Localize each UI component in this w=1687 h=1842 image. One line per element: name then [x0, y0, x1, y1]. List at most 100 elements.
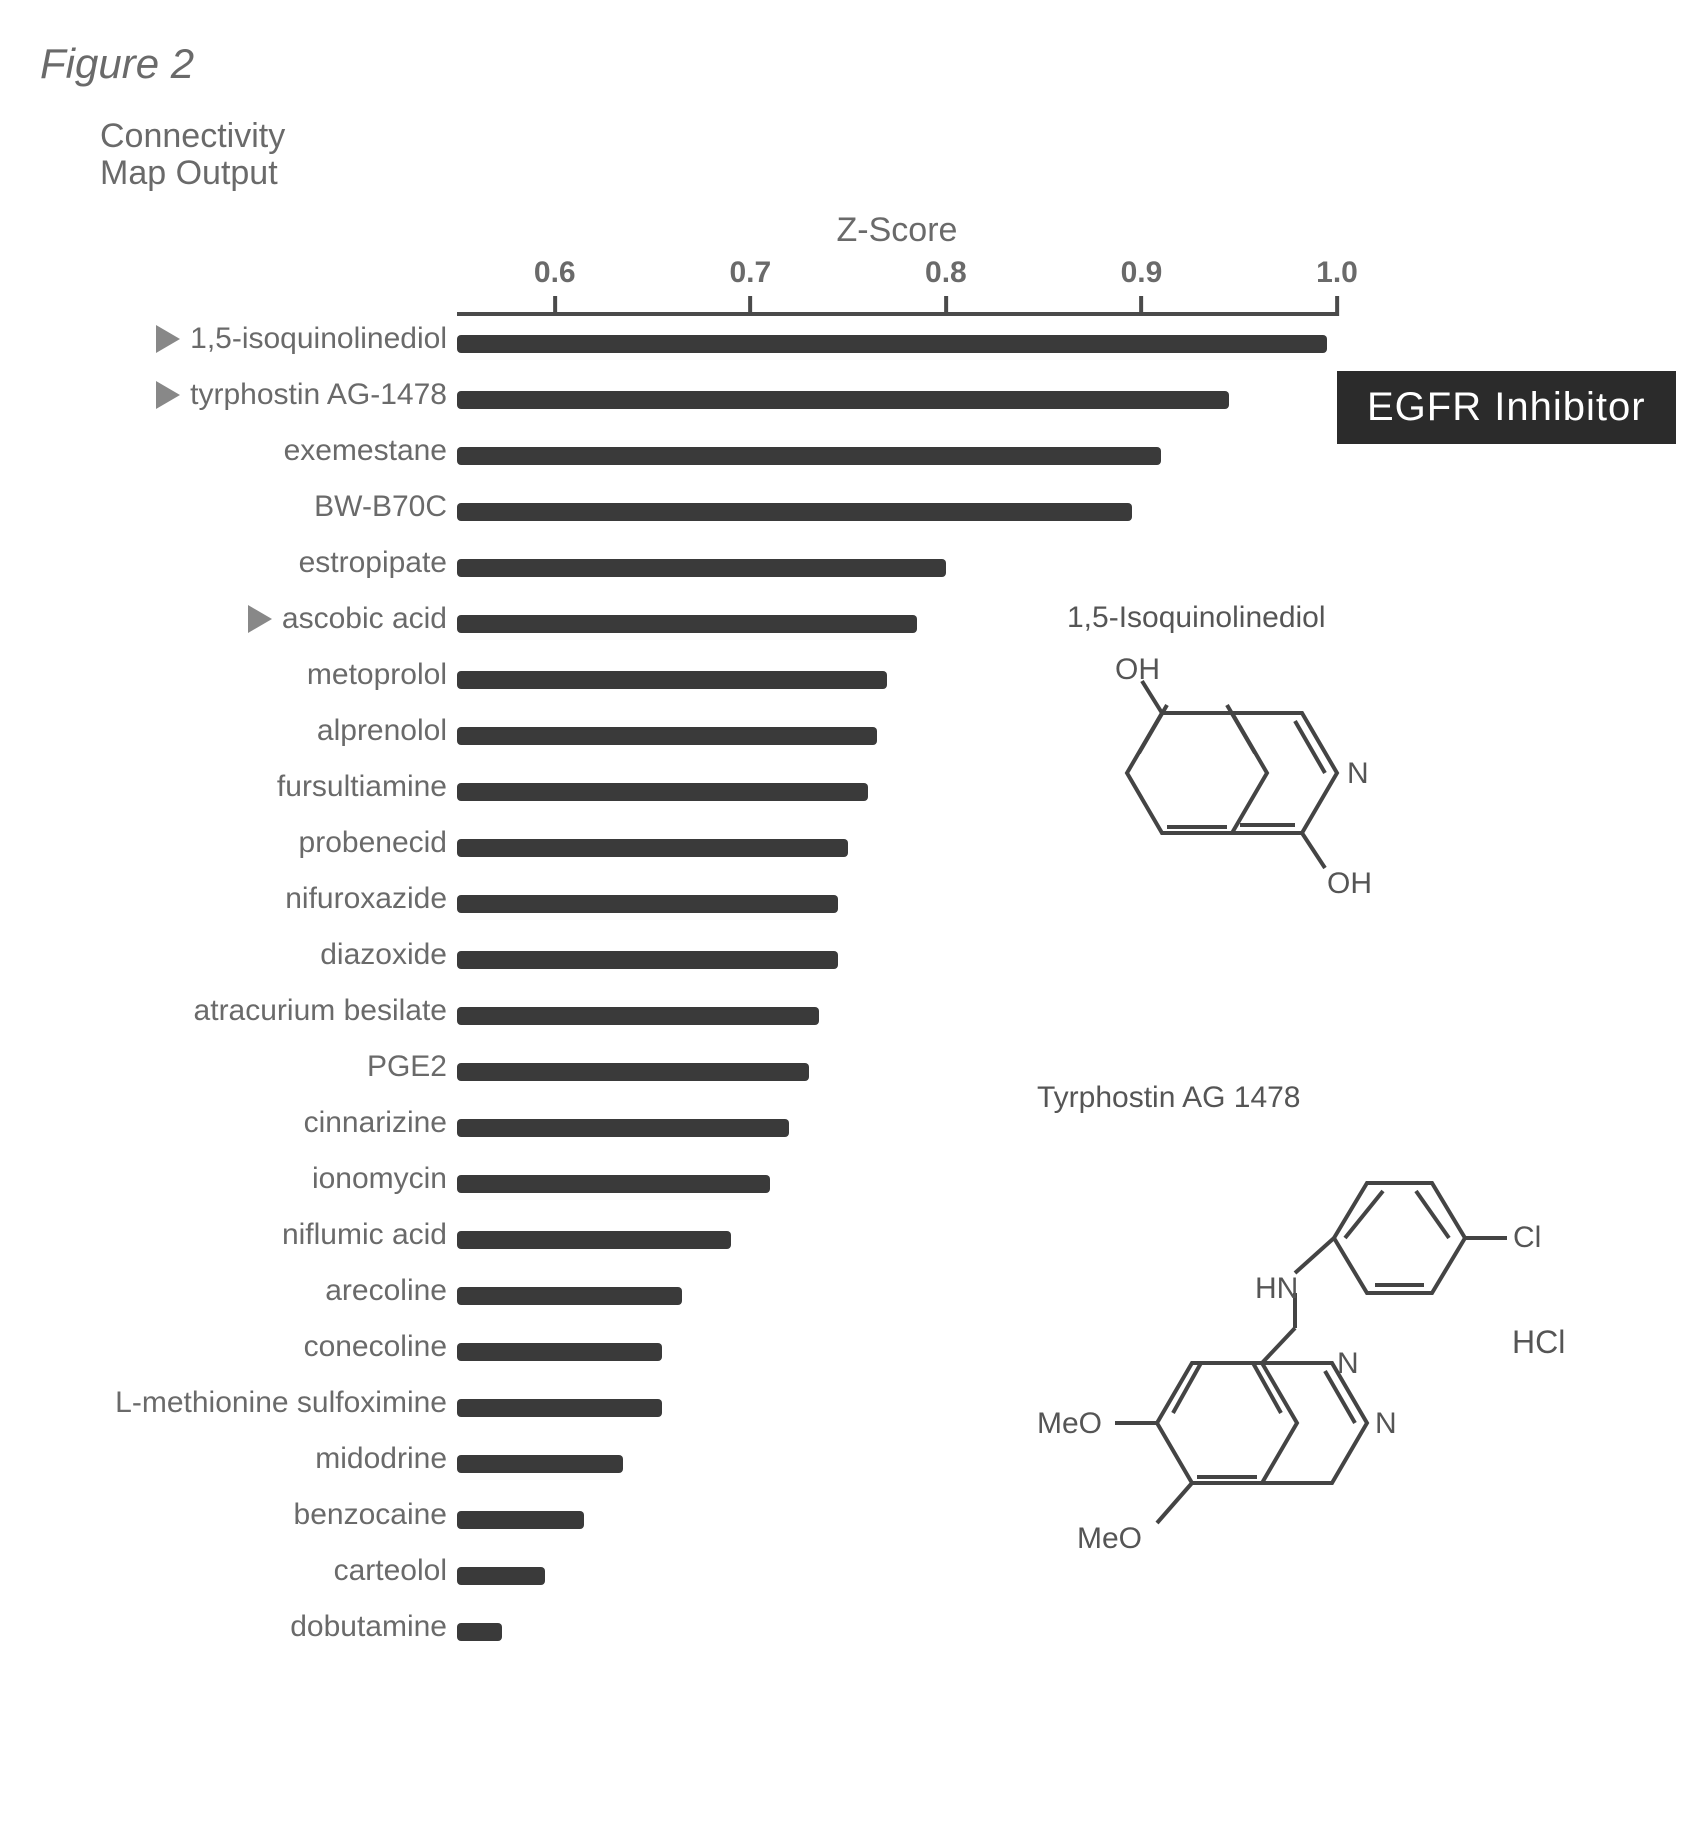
compound-label: benzocaine: [294, 1498, 447, 1532]
atom-label-hn: HN: [1255, 1272, 1298, 1305]
compound-row: tyrphostin AG-1478: [40, 367, 447, 423]
bar: [457, 671, 887, 689]
x-axis-tick: 0.7: [729, 256, 771, 316]
compound-row: atracurium besilate: [40, 983, 447, 1039]
compound-row: benzocaine: [40, 1487, 447, 1543]
x-axis-tick: 0.6: [534, 256, 576, 316]
compound-label: exemestane: [284, 434, 447, 468]
bar: [457, 1231, 731, 1249]
atom-label-oh: OH: [1327, 867, 1372, 900]
compound-label: tyrphostin AG-1478: [190, 378, 447, 412]
bar-row: [457, 372, 1337, 428]
compound-label: estropipate: [299, 546, 447, 580]
bar: [457, 783, 868, 801]
compound-row: diazoxide: [40, 927, 447, 983]
molecule-2-structure: Cl HN N N MeO MeO HCl: [1037, 1123, 1597, 1563]
bar: [457, 1567, 545, 1585]
molecule-isoquinolinediol: 1,5-Isoquinolinediol OH: [1067, 601, 1427, 903]
bar: [457, 1119, 789, 1137]
tick-label: 0.7: [729, 256, 771, 290]
bar: [457, 895, 838, 913]
tick-mark: [748, 296, 752, 316]
compound-row: niflumic acid: [40, 1207, 447, 1263]
atom-label-cl: Cl: [1513, 1221, 1541, 1254]
compound-label: fursultiamine: [277, 770, 447, 804]
compound-row: ascobic acid: [40, 591, 447, 647]
compound-label: metoprolol: [307, 658, 447, 692]
bar-row: [457, 932, 1337, 988]
bar: [457, 335, 1327, 353]
bar: [457, 839, 848, 857]
compound-row: conecoline: [40, 1319, 447, 1375]
compound-row: BW-B70C: [40, 479, 447, 535]
bar-row: [457, 484, 1337, 540]
compound-row: carteolol: [40, 1543, 447, 1599]
highlight-marker-icon: [156, 381, 180, 409]
compound-label: ionomycin: [312, 1162, 447, 1196]
atom-label-meo: MeO: [1077, 1522, 1142, 1555]
x-axis-tick: 0.9: [1121, 256, 1163, 316]
compound-label: ascobic acid: [282, 602, 447, 636]
bar: [457, 1175, 770, 1193]
bar: [457, 951, 838, 969]
compound-row: estropipate: [40, 535, 447, 591]
molecule-2-label: Tyrphostin AG 1478: [1037, 1081, 1597, 1115]
compound-label: 1,5-isoquinolinediol: [190, 322, 447, 356]
compound-row: nifuroxazide: [40, 871, 447, 927]
compound-row: alprenolol: [40, 703, 447, 759]
compound-label: conecoline: [304, 1330, 447, 1364]
bar-chart: 1,5-isoquinolinediol tyrphostin AG-1478 ex…: [40, 211, 1647, 1660]
bar: [457, 1007, 819, 1025]
compound-label: PGE2: [367, 1050, 447, 1084]
bar: [457, 727, 877, 745]
tick-mark: [1335, 296, 1339, 316]
compound-label: probenecid: [299, 826, 447, 860]
molecule-1-label: 1,5-Isoquinolinediol: [1067, 601, 1427, 635]
bar: [457, 1511, 584, 1529]
compound-label: cinnarizine: [304, 1106, 447, 1140]
bar: [457, 503, 1132, 521]
bar: [457, 615, 917, 633]
egfr-inhibitor-badge: EGFR Inhibitor: [1337, 371, 1676, 444]
compound-label: atracurium besilate: [194, 994, 447, 1028]
compound-row: probenecid: [40, 815, 447, 871]
compound-label: carteolol: [334, 1554, 447, 1588]
figure-title: Figure 2: [40, 40, 1647, 88]
compound-label: alprenolol: [317, 714, 447, 748]
atom-label-n: N: [1347, 757, 1369, 790]
bar-row: [457, 316, 1337, 372]
atom-label-n: N: [1375, 1407, 1397, 1440]
compound-row: fursultiamine: [40, 759, 447, 815]
compound-row: ionomycin: [40, 1151, 447, 1207]
bar-row: [457, 1604, 1337, 1660]
subtitle-line2: Map Output: [100, 154, 278, 192]
compound-label: L-methionine sulfoximine: [115, 1386, 447, 1420]
bar: [457, 1063, 809, 1081]
atom-label-meo: MeO: [1037, 1407, 1102, 1440]
atom-label-hcl: HCl: [1512, 1324, 1565, 1360]
bar: [457, 1399, 662, 1417]
tick-label: 0.9: [1121, 256, 1163, 290]
compound-row: PGE2: [40, 1039, 447, 1095]
compound-row: L-methionine sulfoximine: [40, 1375, 447, 1431]
atom-label-n: N: [1337, 1347, 1359, 1380]
molecule-tyrphostin: Tyrphostin AG 1478: [1037, 1081, 1597, 1563]
x-axis-title: Z-Score: [447, 211, 1347, 250]
atom-label-oh: OH: [1115, 653, 1160, 686]
compound-row: arecoline: [40, 1263, 447, 1319]
compound-row: exemestane: [40, 423, 447, 479]
x-axis-tick: 0.8: [925, 256, 967, 316]
bar-row: [457, 540, 1337, 596]
subtitle-line1: Connectivity: [100, 117, 285, 155]
tick-label: 0.6: [534, 256, 576, 290]
tick-mark: [1139, 296, 1143, 316]
tick-mark: [944, 296, 948, 316]
y-axis-labels: 1,5-isoquinolinediol tyrphostin AG-1478 ex…: [40, 211, 447, 1655]
bar: [457, 559, 946, 577]
bar-row: [457, 988, 1337, 1044]
compound-label: BW-B70C: [314, 490, 447, 524]
compound-label: midodrine: [315, 1442, 447, 1476]
chart-subtitle: Connectivity Map Output: [100, 118, 1647, 193]
molecule-1-structure: OH OH N: [1067, 643, 1427, 903]
compound-label: arecoline: [325, 1274, 447, 1308]
